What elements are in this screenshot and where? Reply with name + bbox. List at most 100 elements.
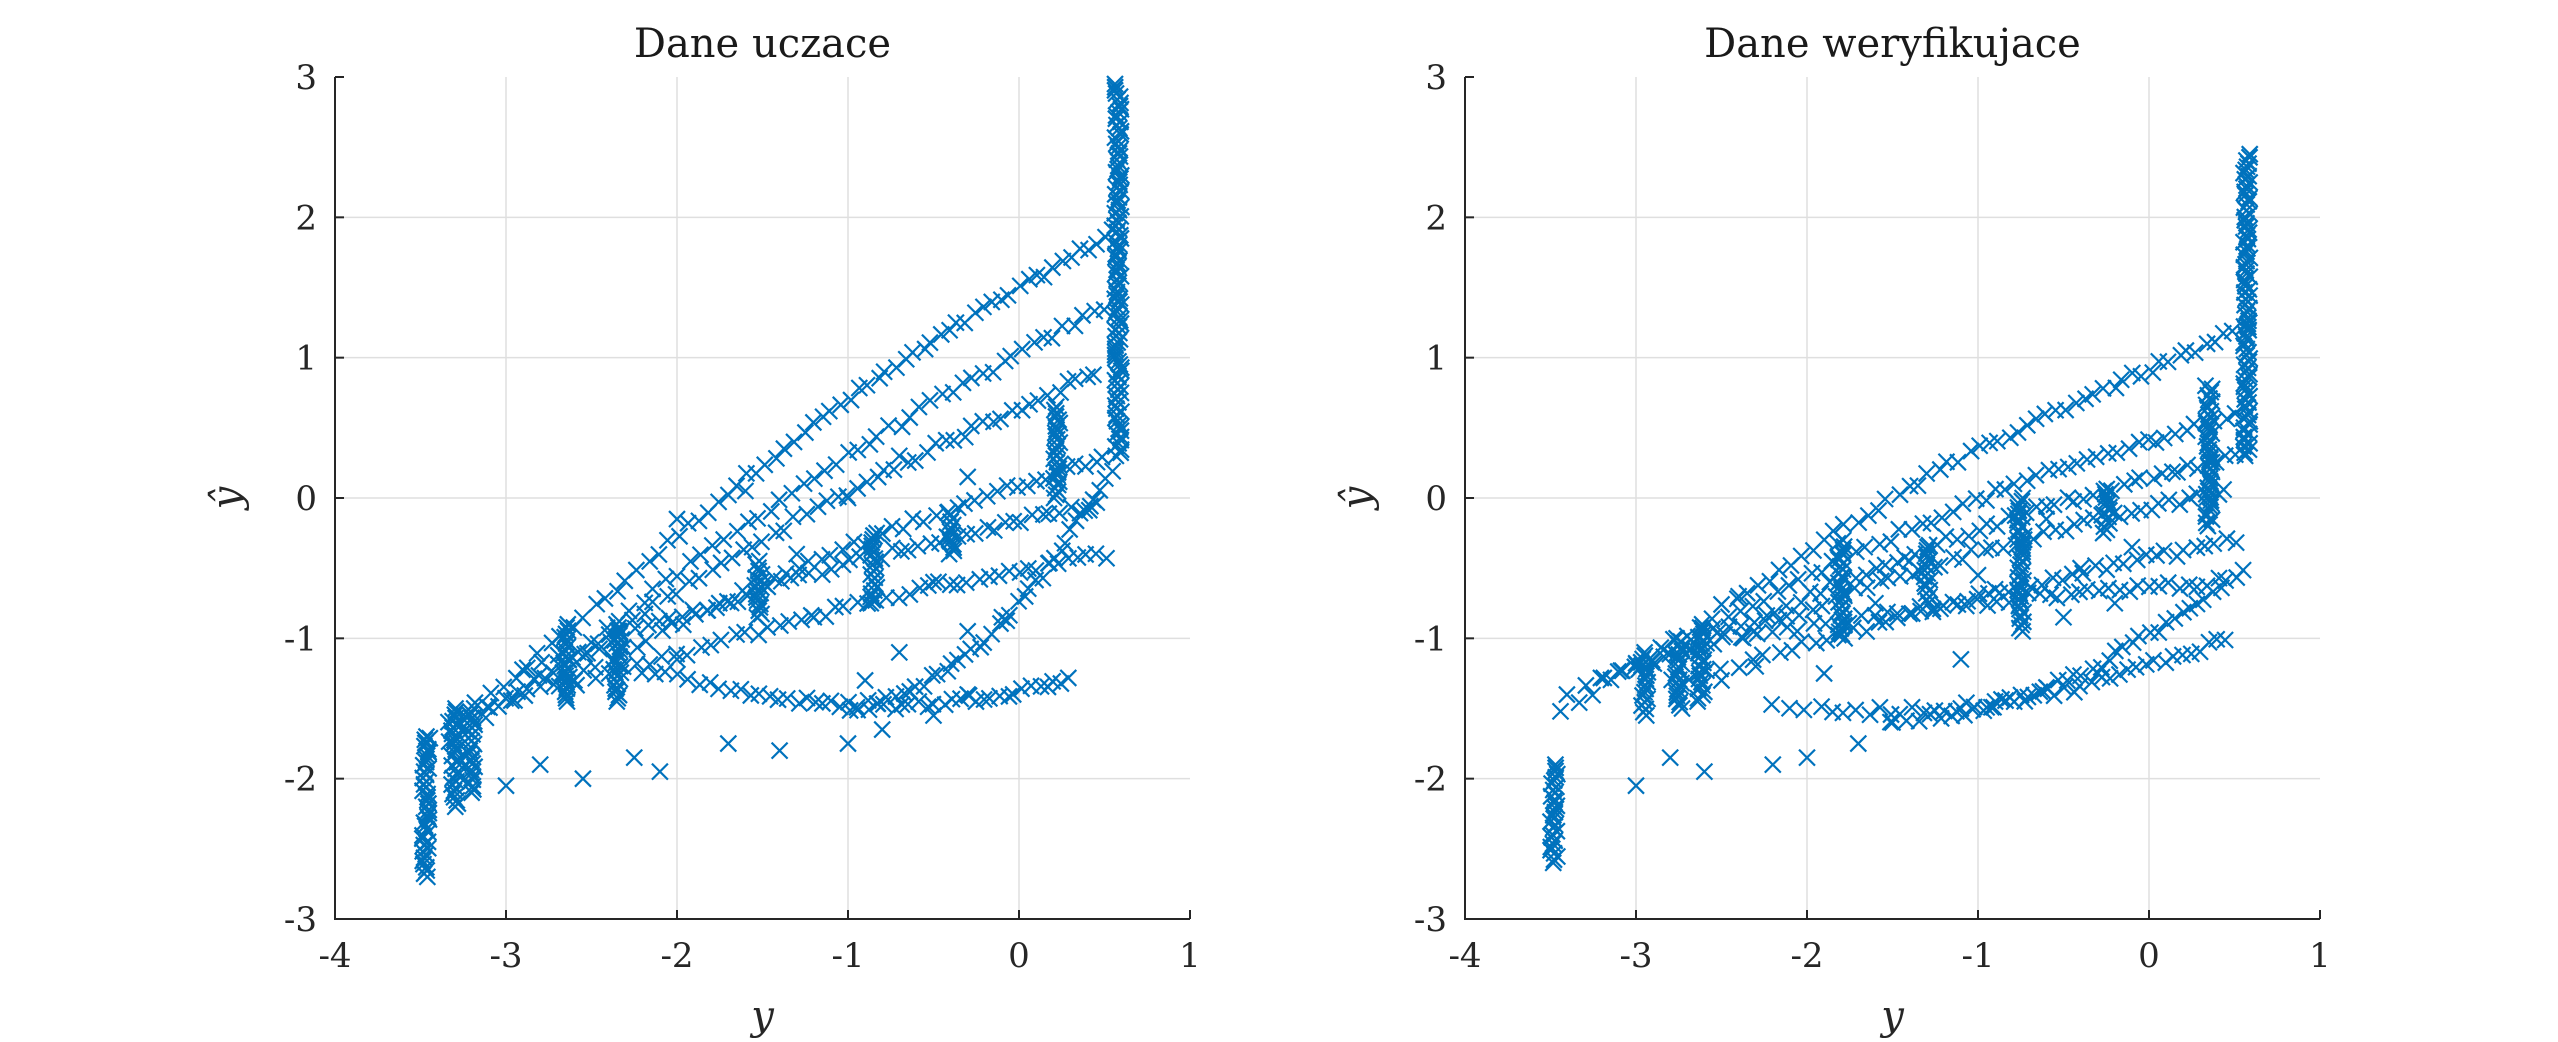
scatter-point: [1915, 574, 1934, 593]
x-tick-label: -4: [1448, 936, 1481, 976]
scatter-point: [559, 621, 577, 640]
scatter-point: [679, 514, 697, 532]
scatter-point: [1917, 544, 1936, 563]
scatter-point: [1881, 713, 1900, 731]
scatter-point: [1025, 333, 1044, 352]
scatter-point: [680, 572, 699, 590]
scatter-point: [1050, 504, 1069, 522]
scatter-point: [732, 680, 750, 699]
scatter-point: [1849, 734, 1868, 753]
scatter-point: [924, 706, 943, 725]
scatter-point: [1849, 513, 1868, 532]
scatter-point: [929, 572, 948, 591]
scatter-point: [818, 491, 836, 510]
scatter-point: [750, 552, 768, 570]
scatter-point: [2071, 666, 2090, 685]
scatter-point: [1730, 658, 1749, 677]
scatter-point: [1013, 340, 1031, 358]
scatter-point: [1769, 582, 1787, 601]
scatter-point: [1052, 674, 1070, 693]
scatter-point: [774, 522, 793, 540]
scatter-point: [1091, 481, 1109, 500]
scatter-point: [415, 848, 433, 867]
tick-marks: [334, 76, 1191, 920]
scatter-point: [2171, 579, 2189, 598]
scatter-point: [1609, 662, 1628, 681]
scatter-point: [947, 313, 965, 332]
scatter-point: [752, 532, 771, 551]
scatter-point: [985, 521, 1004, 540]
scatter-point: [921, 333, 939, 352]
scatter-point: [978, 487, 996, 506]
scatter-point: [1661, 748, 1679, 767]
scatter-point: [1093, 448, 1111, 466]
scatter-point: [2014, 533, 2032, 552]
scatter-point: [798, 689, 816, 707]
scatter-point: [901, 585, 919, 604]
scatter-point: [466, 693, 484, 712]
scatter-point: [906, 677, 924, 696]
scatter-point: [465, 699, 484, 718]
scatter-point: [1667, 629, 1686, 648]
scatter-point: [955, 494, 974, 513]
scatter-point: [1937, 527, 1955, 546]
scatter-point: [945, 431, 963, 450]
scatter-point: [1954, 494, 1972, 513]
scatter-point: [1914, 514, 1932, 533]
scatter-point: [893, 695, 911, 714]
scatter-point: [1558, 685, 1576, 704]
x-tick-label: 1: [1179, 936, 1201, 976]
scatter-point: [2155, 542, 2173, 560]
scatter-point: [1744, 597, 1762, 616]
scatter-point: [1976, 541, 1995, 559]
scatter-point: [1749, 576, 1767, 595]
scatter-point: [1903, 698, 1921, 717]
scatter-point: [914, 513, 933, 531]
scatter-point: [2048, 589, 2066, 607]
scatter-point: [895, 684, 914, 703]
scatter-point: [528, 644, 546, 663]
scatter-point: [678, 646, 696, 664]
scatter-point: [2019, 688, 2037, 706]
scatter-point: [1922, 514, 1940, 532]
scatter-point: [990, 566, 1008, 585]
scatter-point: [890, 643, 909, 662]
scatter-point: [2005, 475, 2023, 493]
scatter-point: [2168, 463, 2187, 482]
grid: [1465, 77, 2320, 919]
scatter-point: [2095, 517, 2113, 536]
scatter-point: [2159, 573, 2177, 592]
scatter-point: [578, 644, 597, 662]
scatter-point: [796, 423, 815, 442]
scatter-point: [1812, 697, 1831, 716]
scatter-point: [1011, 513, 1030, 532]
scatter-point: [2110, 665, 2129, 684]
scatter-point: [1770, 561, 1788, 579]
scatter-point: [1666, 667, 1685, 686]
scatter-point: [1084, 490, 1102, 509]
scatter-point: [650, 545, 668, 564]
scatter-point: [910, 398, 928, 416]
scatter-point: [628, 638, 647, 657]
scatter-point: [1861, 705, 1879, 724]
scatter-point: [668, 665, 687, 683]
scatter-point: [625, 748, 644, 767]
scatter-point: [2178, 456, 2197, 474]
scatter-point: [703, 536, 722, 555]
x-tick-labels: -4 -3 -2 -1 0 1: [1448, 936, 2330, 976]
scatter-point: [1876, 490, 1894, 508]
scatter-point: [1106, 339, 1125, 358]
scatter-point: [798, 505, 816, 523]
scatter-point: [2121, 582, 2139, 601]
scatter-point: [2157, 613, 2175, 631]
scatter-point: [2159, 353, 2177, 371]
scatter-point: [2115, 475, 2134, 494]
scatter-point: [1834, 515, 1853, 534]
y-axis-label: ŷ: [1334, 485, 1380, 511]
scatter-point: [1546, 755, 1565, 774]
scatter-point: [1996, 480, 2014, 499]
scatter-point: [1780, 699, 1799, 718]
scatter-point: [1909, 476, 1927, 495]
scatter-point: [1713, 628, 1732, 646]
